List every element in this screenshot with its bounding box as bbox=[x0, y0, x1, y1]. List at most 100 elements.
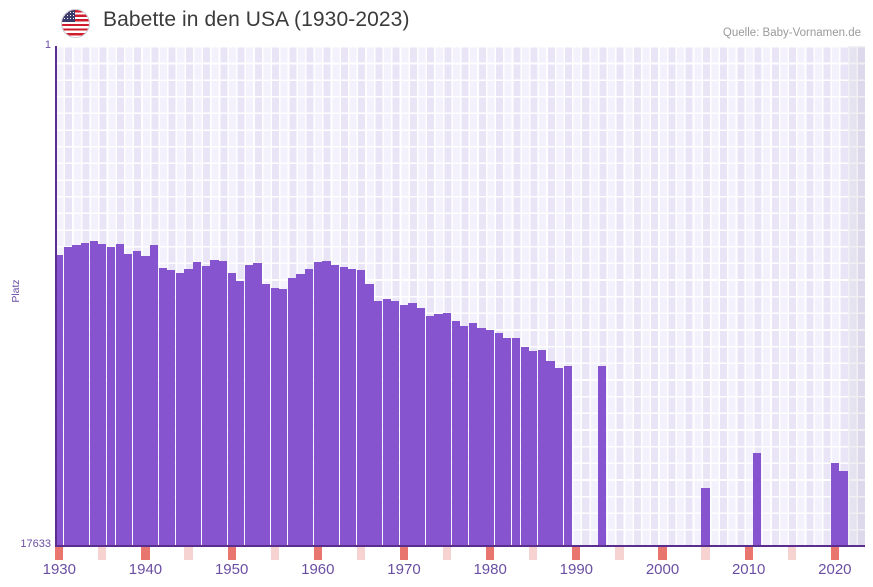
bar-1975[interactable] bbox=[442, 313, 452, 546]
bar-1946[interactable] bbox=[193, 261, 202, 546]
bar-2021[interactable] bbox=[839, 470, 848, 546]
x-axis-label-1980: 1980 bbox=[473, 561, 507, 578]
bar-1950[interactable] bbox=[227, 272, 236, 546]
bar-1943[interactable] bbox=[167, 270, 176, 546]
bar-1935[interactable] bbox=[98, 244, 107, 546]
y-axis-top-tick-label: 1 bbox=[44, 39, 51, 51]
x-tick-1975 bbox=[442, 547, 452, 560]
bar-1931[interactable] bbox=[63, 247, 73, 546]
y-axis-bottom-tick-label: 17633 bbox=[20, 538, 51, 550]
bar-1949[interactable] bbox=[218, 260, 228, 546]
x-tick-1930 bbox=[55, 547, 64, 560]
y-axis-title: Platz bbox=[10, 279, 22, 303]
flag-canton bbox=[62, 10, 75, 22]
x-tick-1960 bbox=[313, 547, 322, 560]
bar-1939[interactable] bbox=[132, 251, 141, 546]
x-axis-label-1940: 1940 bbox=[128, 561, 163, 578]
bar-1989[interactable] bbox=[563, 365, 572, 546]
bar-1948[interactable] bbox=[210, 259, 219, 546]
bar-1936[interactable] bbox=[106, 246, 116, 546]
x-axis-label-2020: 2020 bbox=[818, 561, 852, 578]
bar-1959[interactable] bbox=[305, 269, 314, 546]
x-axis-ticks bbox=[55, 547, 865, 561]
bar-1942[interactable] bbox=[158, 267, 167, 546]
bar-1968[interactable] bbox=[382, 298, 391, 546]
bar-1963[interactable] bbox=[339, 267, 348, 546]
bar-1972[interactable] bbox=[417, 307, 426, 546]
bar-1933[interactable] bbox=[81, 242, 90, 546]
x-tick-2020 bbox=[830, 547, 839, 560]
bar-1957[interactable] bbox=[287, 277, 297, 546]
bar-2011[interactable] bbox=[753, 452, 762, 546]
x-tick-1940 bbox=[141, 547, 150, 560]
y-axis-line bbox=[55, 46, 57, 546]
bar-1993[interactable] bbox=[598, 366, 607, 546]
bar-1979[interactable] bbox=[477, 327, 486, 546]
bar-1961[interactable] bbox=[322, 260, 331, 546]
bar-1944[interactable] bbox=[175, 273, 185, 546]
x-tick-1950 bbox=[227, 547, 236, 560]
bar-1970[interactable] bbox=[399, 305, 409, 546]
bar-1976[interactable] bbox=[451, 320, 460, 546]
bar-1934[interactable] bbox=[89, 241, 98, 546]
x-tick-2005 bbox=[701, 547, 710, 560]
us-flag-icon bbox=[61, 9, 90, 38]
x-axis-label-1970: 1970 bbox=[387, 561, 421, 578]
bar-1984[interactable] bbox=[520, 347, 529, 546]
x-tick-1965 bbox=[356, 547, 365, 560]
bar-1978[interactable] bbox=[468, 323, 478, 546]
bar-1930[interactable] bbox=[55, 255, 64, 546]
x-axis-label-2000: 2000 bbox=[645, 561, 680, 578]
bar-2005[interactable] bbox=[701, 488, 710, 546]
x-tick-1955 bbox=[270, 547, 279, 560]
x-axis-label-1990: 1990 bbox=[559, 561, 594, 578]
bar-1965[interactable] bbox=[356, 270, 365, 546]
bar-1974[interactable] bbox=[434, 313, 443, 546]
x-axis-label-2010: 2010 bbox=[731, 561, 766, 578]
bar-1980[interactable] bbox=[486, 329, 495, 546]
bar-1962[interactable] bbox=[330, 265, 340, 546]
x-tick-2015 bbox=[787, 547, 796, 560]
x-tick-1985 bbox=[529, 547, 538, 560]
bar-1967[interactable] bbox=[374, 301, 383, 546]
x-tick-1935 bbox=[98, 547, 107, 560]
bar-1971[interactable] bbox=[408, 302, 417, 546]
bar-1985[interactable] bbox=[529, 351, 538, 546]
bar-1940[interactable] bbox=[141, 256, 150, 546]
bar-1952[interactable] bbox=[244, 264, 253, 546]
bar-1988[interactable] bbox=[554, 367, 564, 546]
bar-series bbox=[55, 46, 865, 546]
bar-1964[interactable] bbox=[348, 269, 357, 546]
bar-1973[interactable] bbox=[425, 316, 434, 546]
page-title: Babette in den USA (1930-2023) bbox=[103, 8, 410, 31]
x-axis-label-1930: 1930 bbox=[42, 561, 76, 578]
bar-1947[interactable] bbox=[201, 266, 210, 546]
bar-1977[interactable] bbox=[460, 325, 469, 546]
bar-1966[interactable] bbox=[365, 283, 374, 546]
bar-1937[interactable] bbox=[115, 244, 124, 546]
bar-1986[interactable] bbox=[537, 349, 546, 546]
chart-header: Babette in den USA (1930-2023) Quelle: B… bbox=[0, 0, 873, 46]
bar-1983[interactable] bbox=[511, 338, 521, 546]
bar-1960[interactable] bbox=[313, 262, 322, 546]
bar-1969[interactable] bbox=[391, 301, 400, 546]
bar-1956[interactable] bbox=[279, 289, 288, 546]
bar-1958[interactable] bbox=[296, 273, 305, 546]
x-tick-1980 bbox=[486, 547, 495, 560]
bar-1951[interactable] bbox=[236, 280, 245, 546]
bar-1945[interactable] bbox=[184, 268, 193, 546]
bar-1987[interactable] bbox=[546, 360, 555, 546]
x-tick-2010 bbox=[744, 547, 753, 560]
bar-1953[interactable] bbox=[253, 262, 262, 546]
bar-1955[interactable] bbox=[270, 287, 279, 546]
x-tick-1945 bbox=[184, 547, 193, 560]
bar-1954[interactable] bbox=[262, 283, 271, 546]
x-axis-tick-labels: 1930 1940 1950 1960 1970 1980 1990 2000 2010 2020 bbox=[43, 561, 865, 585]
bar-1938[interactable] bbox=[124, 253, 133, 546]
bar-1941[interactable] bbox=[149, 245, 159, 546]
bar-1981[interactable] bbox=[494, 333, 503, 546]
bar-1982[interactable] bbox=[503, 337, 512, 546]
bar-1932[interactable] bbox=[72, 245, 81, 546]
bar-2020[interactable] bbox=[830, 462, 839, 546]
